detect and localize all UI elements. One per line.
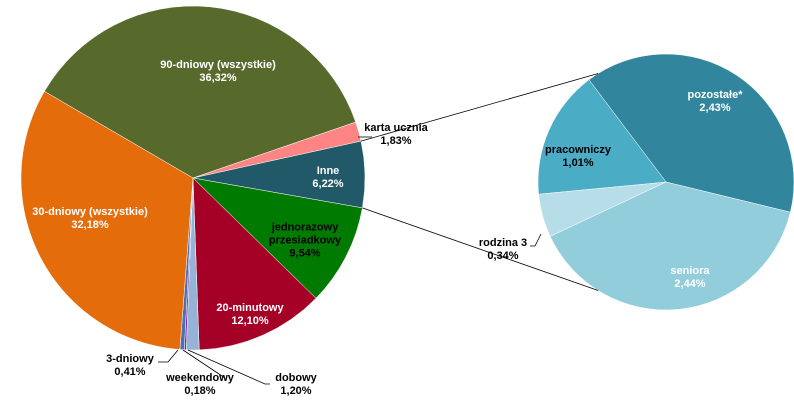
slice-name: Inne xyxy=(316,165,340,177)
slice-name: rodzina 3 xyxy=(478,237,528,249)
slice-name: 30-dniowy (wszystkie) xyxy=(32,206,148,218)
slice-value: 2,43% xyxy=(699,102,731,114)
slice-label: seniora 2,44% xyxy=(660,265,720,291)
slice-name: pozostałe* xyxy=(687,89,743,101)
slice-name: weekendowy xyxy=(166,372,234,384)
leader-line xyxy=(182,349,226,379)
leader-line xyxy=(158,349,179,363)
slice-name: karta ucznia xyxy=(364,122,428,134)
slice-value: 1,83% xyxy=(380,135,412,147)
slice-value: 6,22% xyxy=(312,178,344,190)
connector-line xyxy=(360,73,599,142)
slice-label: rodzina 3 0,34% xyxy=(473,237,533,263)
slice-label: 30-dniowy (wszystkie) 32,18% xyxy=(25,206,155,232)
slice-name: 90-dniowy (wszystkie) xyxy=(160,59,276,71)
slice-value: 2,44% xyxy=(674,278,706,290)
slice-label: jednorazowy przesiadkowy 9,54% xyxy=(260,222,350,261)
slice-value: 12,10% xyxy=(231,315,269,327)
slice-name: seniora xyxy=(670,265,710,277)
pie-slice xyxy=(549,181,791,311)
slice-value: 0,41% xyxy=(114,366,146,378)
slice-value: 36,32% xyxy=(199,72,237,84)
slice-label: pozostałe* 2,43% xyxy=(675,89,755,115)
slice-name: 20-minutowy xyxy=(216,302,284,314)
slice-value: 32,18% xyxy=(71,219,109,231)
slice-name: 3-dniowy xyxy=(106,353,154,365)
slice-label: 90-dniowy (wszystkie) 36,32% xyxy=(143,59,293,85)
slice-value: 0,34% xyxy=(487,250,519,262)
slice-label: karta ucznia 1,83% xyxy=(356,122,436,148)
slice-label: pracowniczy 1,01% xyxy=(538,144,618,170)
pie-slice xyxy=(192,177,317,351)
pie-slice xyxy=(192,177,363,299)
slice-label: weekendowy 0,18% xyxy=(160,372,240,398)
slice-label: 3-dniowy 0,41% xyxy=(95,353,165,379)
slice-value: 1,01% xyxy=(562,157,594,169)
leader-line xyxy=(530,233,542,247)
slice-value: 9,54% xyxy=(289,247,321,260)
leader-line xyxy=(187,349,270,385)
slice-name: pracowniczy xyxy=(544,144,612,156)
slice-label: Inne 6,22% xyxy=(303,165,353,191)
slice-value: 0,18% xyxy=(184,385,216,397)
slice-name: dobowy xyxy=(275,372,317,384)
slice-value: 1,20% xyxy=(280,385,312,397)
slice-label: 20-minutowy 12,10% xyxy=(205,302,295,328)
slice-label: dobowy 1,20% xyxy=(266,372,326,398)
connector-line xyxy=(362,207,599,291)
pie-slice xyxy=(44,5,356,179)
pie-slice xyxy=(537,79,667,195)
slice-name: jednorazowy przesiadkowy xyxy=(268,221,342,247)
pie-slice xyxy=(20,91,194,350)
